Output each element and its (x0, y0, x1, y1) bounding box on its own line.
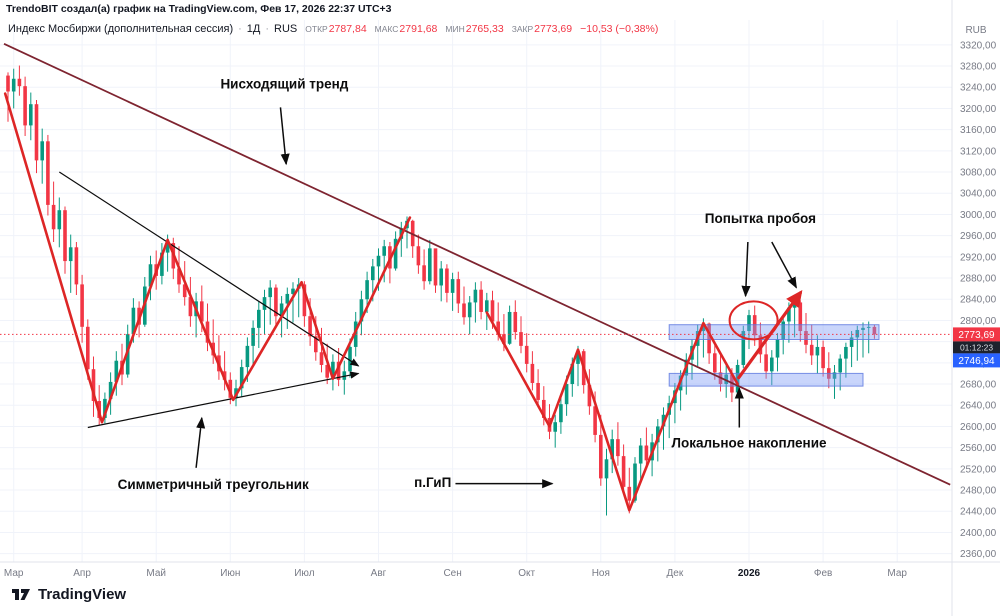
symbol-legend[interactable]: Индекс Мосбиржи (дополнительная сессия) … (8, 23, 658, 35)
svg-text:3080,00: 3080,00 (960, 168, 997, 179)
svg-text:RUB: RUB (965, 25, 986, 36)
symbol-title[interactable]: Индекс Мосбиржи (дополнительная сессия) (8, 23, 234, 35)
svg-text:3320,00: 3320,00 (960, 40, 997, 51)
svg-text:2520,00: 2520,00 (960, 464, 997, 475)
zigzag-drawings[interactable] (3, 92, 739, 512)
legend-separator: · (238, 23, 242, 35)
svg-text:3200,00: 3200,00 (960, 104, 997, 115)
svg-text:2960,00: 2960,00 (960, 231, 997, 242)
svg-text:Попытка пробоя: Попытка пробоя (705, 211, 816, 226)
descending-trendline[interactable] (3, 42, 951, 486)
attribution-bar: TrendoBIT создал(а) график на TradingVie… (6, 3, 392, 15)
grid-and-price-scale: 2360,00 2400,00 2440,00 2480,00 2520,00 2560,… (0, 20, 997, 579)
secondary-price-badge (953, 353, 1000, 368)
legend-separator: · (265, 23, 270, 35)
svg-text:2600,00: 2600,00 (960, 422, 997, 433)
svg-text:2920,00: 2920,00 (960, 252, 997, 263)
interval-label[interactable]: 1Д (246, 23, 261, 35)
svg-text:Мар: Мар (887, 568, 907, 579)
svg-text:Апр: Апр (73, 568, 91, 579)
svg-text:3120,00: 3120,00 (960, 146, 997, 157)
svg-text:2800,00: 2800,00 (960, 316, 997, 327)
svg-text:Авг: Авг (371, 568, 387, 579)
svg-text:Нисходящий тренд: Нисходящий тренд (220, 76, 348, 91)
svg-text:Май: Май (146, 568, 166, 579)
svg-text:Локальное накопление: Локальное накопление (671, 436, 827, 451)
countdown-badge (953, 341, 1000, 354)
svg-text:3000,00: 3000,00 (960, 210, 997, 221)
exchange-label: RUS (274, 23, 298, 35)
accumulation-zones[interactable] (668, 324, 880, 387)
annotation-labels[interactable]: Нисходящий тренд Симметричный треугольник… (118, 76, 827, 492)
svg-text:3160,00: 3160,00 (960, 125, 997, 136)
annotation-arrows[interactable] (195, 107, 797, 489)
svg-text:2440,00: 2440,00 (960, 507, 997, 518)
svg-text:Ноя: Ноя (592, 568, 610, 579)
svg-text:3240,00: 3240,00 (960, 83, 997, 94)
svg-text:2746,94: 2746,94 (958, 356, 995, 367)
breakout-circle[interactable] (728, 300, 779, 341)
svg-text:2880,00: 2880,00 (960, 274, 997, 285)
svg-text:2480,00: 2480,00 (960, 486, 997, 497)
symmetrical-triangle-lines[interactable] (58, 171, 360, 429)
svg-text:Июл: Июл (294, 568, 314, 579)
svg-text:Дек: Дек (667, 568, 684, 579)
svg-text:2680,00: 2680,00 (960, 380, 997, 391)
tradingview-mark-icon (12, 589, 30, 600)
svg-text:2840,00: 2840,00 (960, 295, 997, 306)
svg-text:01:12:23: 01:12:23 (960, 342, 993, 352)
svg-text:Окт: Окт (518, 568, 535, 579)
tradingview-logo-text: TradingView (38, 585, 127, 603)
ohlc-high: МАКС 2791,68 (374, 23, 438, 35)
svg-text:Мар: Мар (4, 568, 24, 579)
svg-text:Июн: Июн (220, 568, 240, 579)
svg-text:2773,69: 2773,69 (958, 330, 995, 341)
change-value: −10,53 (−0,38%) (580, 23, 659, 35)
tradingview-logo[interactable]: TradingView (10, 583, 126, 605)
svg-text:2360,00: 2360,00 (960, 549, 997, 560)
svg-text:Симметричный треугольник: Симметричный треугольник (118, 477, 309, 492)
ohlc-close: ЗАКР 2773,69 (511, 23, 573, 35)
svg-text:2560,00: 2560,00 (960, 443, 997, 454)
svg-text:2400,00: 2400,00 (960, 528, 997, 539)
ohlc-open: ОТКР 2787,84 (305, 23, 367, 35)
svg-text:2026: 2026 (738, 568, 761, 579)
ohlc-low: МИН 2765,33 (445, 23, 504, 35)
svg-text:2640,00: 2640,00 (960, 401, 997, 412)
svg-text:Сен: Сен (443, 568, 461, 579)
last-price-badge (953, 327, 1000, 342)
svg-text:Фев: Фев (814, 568, 832, 579)
svg-text:3040,00: 3040,00 (960, 189, 997, 200)
svg-text:п.ГиП: п.ГиП (414, 475, 451, 490)
svg-text:3280,00: 3280,00 (960, 62, 997, 73)
